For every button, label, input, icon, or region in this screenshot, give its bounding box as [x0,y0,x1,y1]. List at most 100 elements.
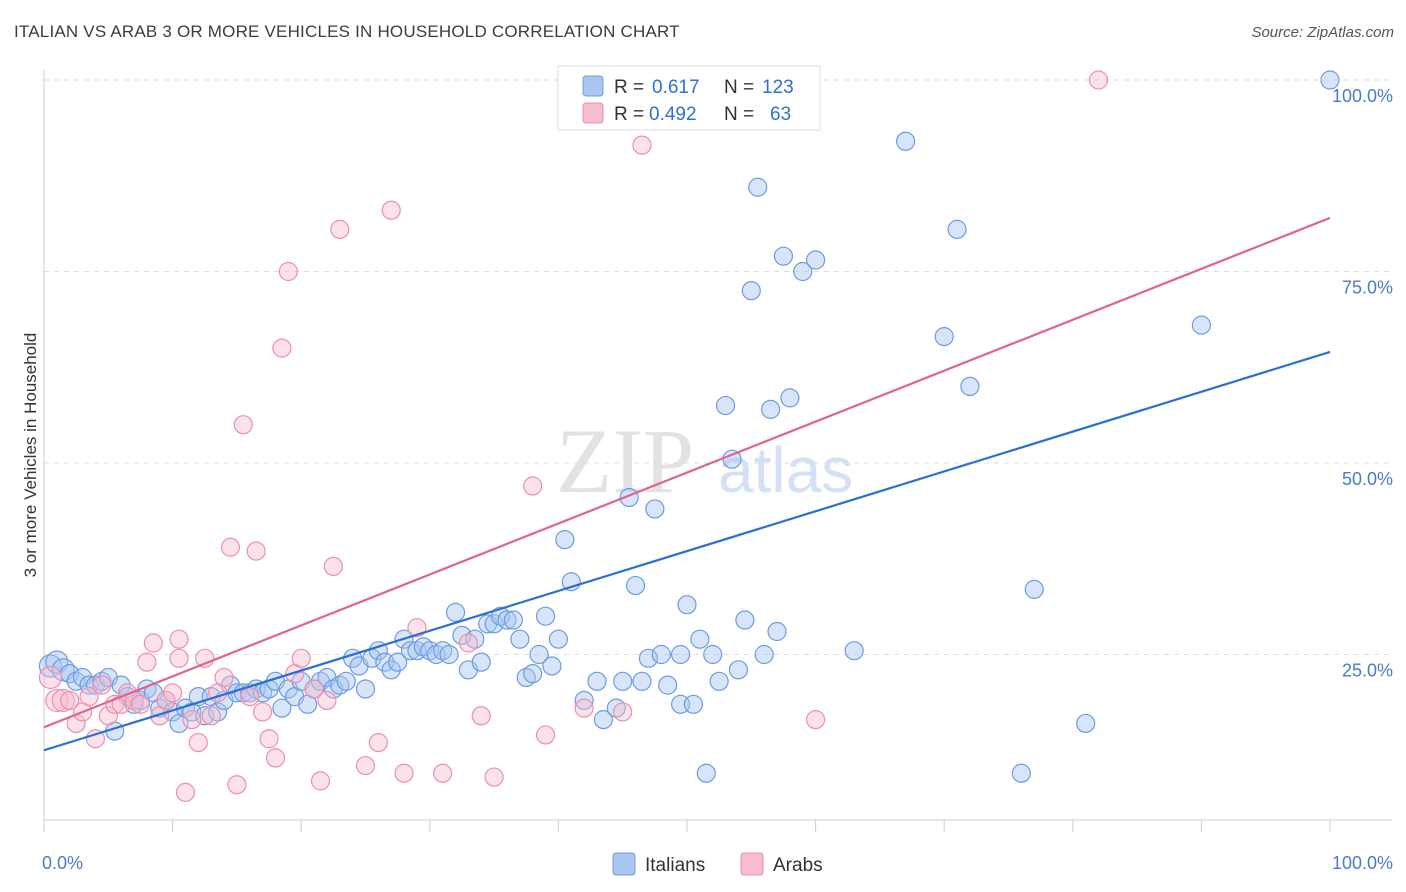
arabs-point [330,219,350,239]
arabs-point [1088,70,1109,90]
italians-point [439,644,459,665]
italians-point [388,652,408,672]
arabs-point [156,690,176,711]
italians-point [793,261,813,282]
arabs-point [265,748,286,768]
arabs-n-label: N = [724,104,754,125]
italians-n-label: N = [724,77,754,98]
italians-point [497,610,517,630]
italians-point [535,606,556,626]
italians-point [593,710,614,730]
arabs-point [188,732,208,753]
arabs-point [278,261,298,282]
arabs-point [246,541,266,561]
y-tick-label: 25.0% [1342,661,1393,681]
arabs-point [304,679,324,699]
arabs-point [92,675,112,695]
italians-point [452,625,472,645]
arabs-point [471,706,491,726]
italians-point [677,595,697,615]
italians-points [38,70,1340,783]
y-tick-label: 100.0% [1332,86,1393,106]
italians-n-value: 123 [762,77,794,98]
italians-point [1076,713,1096,734]
arabs-point [535,725,556,745]
italians-point [780,388,800,408]
italians-point [574,690,594,711]
arabs-point [60,690,80,711]
italians-point [613,671,633,691]
italians-point [1191,315,1212,335]
italians-point [715,395,736,416]
arabs-trend-line [43,216,1331,729]
italians-point [844,641,864,661]
arabs-point [407,618,427,638]
italians-point [690,629,710,649]
arabs-point [117,683,138,703]
legend-arabs-label: Arabs [773,855,823,876]
arabs-point [574,698,594,718]
italians-point [805,250,826,270]
italians-point [587,671,607,691]
italians-point [696,763,716,783]
arabs-point [368,732,388,753]
italians-r-label: R = [614,77,644,98]
italians-point [651,644,671,665]
arabs-point [613,702,633,722]
italians-point [510,629,530,649]
italians-point [625,575,646,596]
italians-point [638,648,659,668]
italians-point [645,499,665,519]
arabs-points [38,70,1109,802]
x-tick-label-max: 100.0% [1332,853,1393,873]
arabs-point [85,729,106,749]
arabs-point [111,694,131,714]
italians-point [381,660,401,680]
italians-point [735,610,755,630]
italians-point [896,131,916,151]
arabs-point [310,771,331,791]
italians-point [1320,70,1340,90]
source-label: Source: ZipAtlas.com [1251,24,1394,41]
italians-point [111,675,131,695]
x-axis-ticks [43,820,1331,832]
italians-point [336,671,356,691]
legend-italians-label: Italians [645,855,705,876]
y-tick-label: 50.0% [1342,469,1393,489]
y-axis-label: 3 or more Vehicles in Household [21,333,40,578]
italians-point [670,644,691,665]
italians-point [658,675,678,695]
arabs-point [240,687,260,707]
arabs-point [169,648,189,668]
chart-title: ITALIAN VS ARAB 3 OR MORE VEHICLES IN HO… [14,22,680,41]
arabs-point [233,415,253,435]
italians-point [542,656,562,676]
italians-point [195,706,215,726]
italians-r-value: 0.617 [652,77,700,98]
y-tick-labels: 25.0% 50.0% 75.0% 100.0% [1332,86,1393,681]
y-tick-label: 75.0% [1342,278,1393,298]
legend-arabs-swatch [740,852,764,876]
italians-point [1011,763,1031,783]
italians-trend-line [43,350,1331,752]
italians-point [445,602,466,622]
arabs-point [394,763,414,783]
arabs-point [484,767,504,787]
italians-point [748,177,768,197]
italians-point [728,660,749,680]
italians-point [632,671,652,691]
arabs-point [51,688,75,713]
arabs-point [381,200,401,220]
arabs-point [253,702,273,722]
italians-point [773,246,794,266]
italians-point [760,399,781,419]
arabs-swatch [582,102,604,124]
legend-italians-swatch [612,852,636,876]
arabs-point [201,706,221,726]
italians-point [934,327,954,347]
italians-point [555,529,575,550]
arabs-point [38,665,63,690]
arabs-point [220,537,241,557]
italians-point [272,698,292,718]
